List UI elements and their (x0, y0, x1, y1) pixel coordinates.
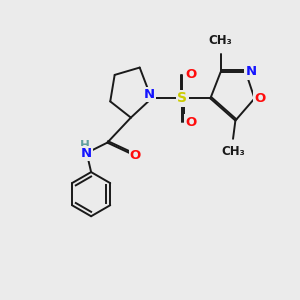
Text: O: O (254, 92, 266, 105)
Text: S: S (177, 92, 188, 106)
Text: CH₃: CH₃ (221, 145, 245, 158)
Text: CH₃: CH₃ (209, 34, 232, 47)
Text: N: N (144, 88, 155, 101)
Text: O: O (130, 149, 141, 162)
Text: O: O (185, 116, 196, 128)
Text: H: H (80, 139, 90, 152)
Text: O: O (185, 68, 196, 81)
Text: N: N (245, 65, 256, 79)
Text: N: N (80, 147, 92, 160)
